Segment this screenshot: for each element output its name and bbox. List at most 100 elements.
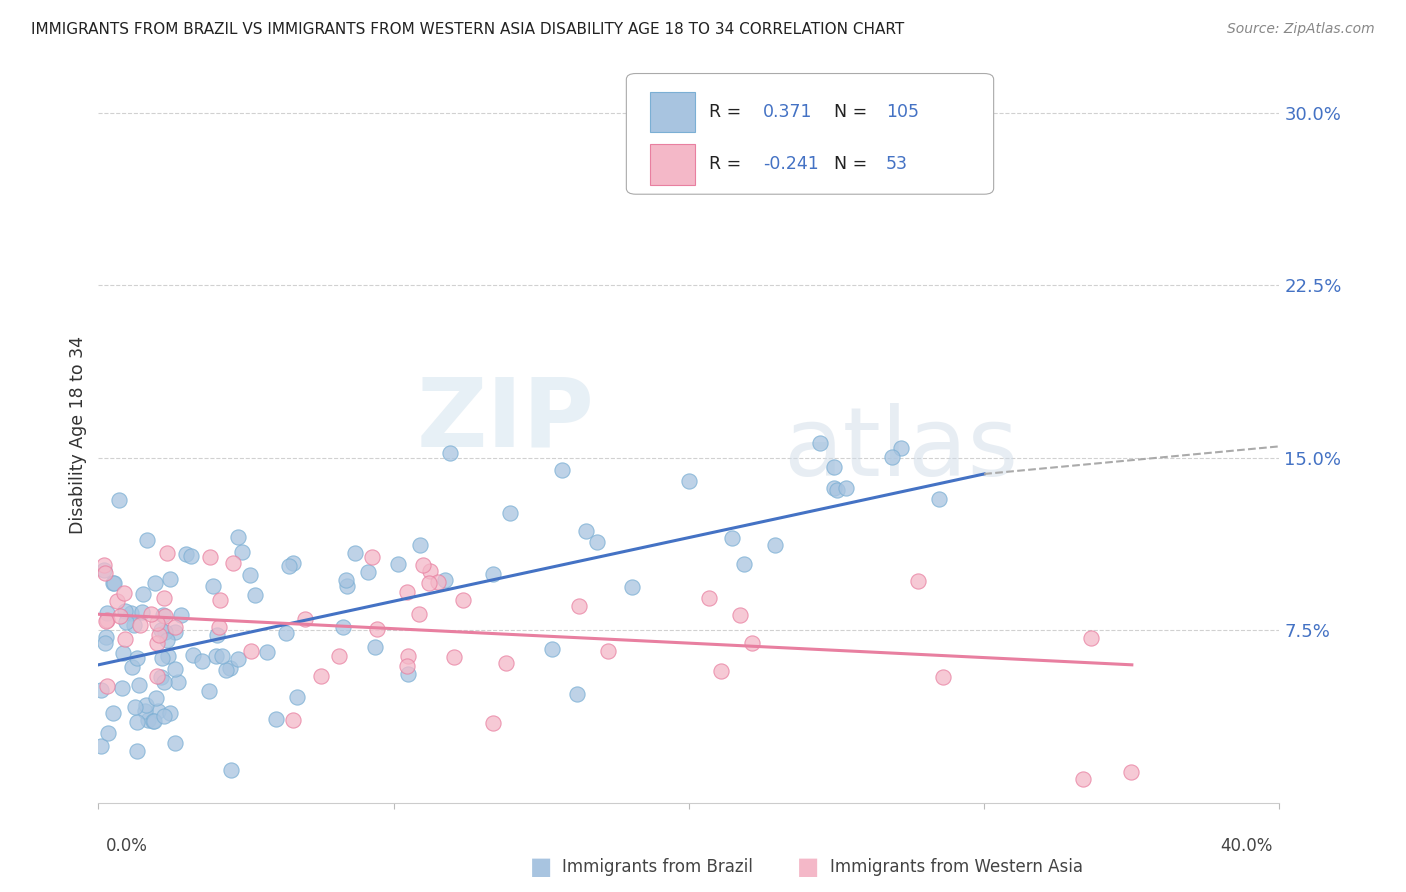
Point <box>882 450 904 464</box>
Point <box>357 565 380 579</box>
Point <box>142 714 165 728</box>
Point <box>125 650 148 665</box>
Point <box>551 463 574 477</box>
Point <box>112 646 135 660</box>
Point <box>823 481 845 495</box>
Point <box>96 613 118 627</box>
Point <box>697 591 720 606</box>
Point <box>108 609 131 624</box>
Point <box>159 706 181 720</box>
Point <box>156 633 179 648</box>
Point <box>139 607 162 621</box>
Point <box>336 579 359 593</box>
Point <box>96 679 118 693</box>
Point <box>710 665 733 679</box>
Point <box>1080 631 1102 645</box>
Point <box>932 670 955 684</box>
Point <box>1071 772 1094 786</box>
Point <box>114 604 136 618</box>
Text: Source: ZipAtlas.com: Source: ZipAtlas.com <box>1227 22 1375 37</box>
Point <box>125 714 148 729</box>
Text: R =: R = <box>709 103 747 121</box>
Point <box>256 644 278 658</box>
Point <box>181 648 204 663</box>
Text: 0.0%: 0.0% <box>105 837 148 855</box>
Point <box>157 648 180 663</box>
Point <box>890 441 912 455</box>
Point <box>728 608 751 623</box>
Point <box>205 628 228 642</box>
Point <box>180 549 202 564</box>
Point <box>122 618 145 632</box>
Point <box>90 683 112 698</box>
Text: -0.241: -0.241 <box>763 155 820 173</box>
FancyBboxPatch shape <box>650 145 695 185</box>
Point <box>239 644 262 658</box>
Point <box>343 546 366 560</box>
Point <box>124 700 146 714</box>
Point <box>439 446 461 460</box>
Point <box>294 612 316 626</box>
Point <box>277 558 299 573</box>
Point <box>807 163 830 178</box>
Point <box>1121 765 1143 780</box>
Point <box>226 530 249 544</box>
Point <box>155 625 177 640</box>
Text: N =: N = <box>834 155 873 173</box>
Point <box>165 736 187 750</box>
Point <box>148 628 170 642</box>
Point <box>167 675 190 690</box>
Point <box>96 606 118 620</box>
Point <box>146 669 169 683</box>
Point <box>165 620 187 634</box>
Point <box>108 492 131 507</box>
Point <box>364 640 387 654</box>
Point <box>205 648 228 663</box>
Point <box>134 705 156 719</box>
Point <box>174 547 197 561</box>
Point <box>103 575 125 590</box>
Point <box>721 531 744 545</box>
Point <box>128 678 150 692</box>
Point <box>114 632 136 647</box>
Point <box>159 572 181 586</box>
Point <box>285 690 308 704</box>
Point <box>396 666 419 681</box>
Point <box>201 579 224 593</box>
Point <box>678 475 700 489</box>
Point <box>127 744 149 758</box>
Point <box>149 670 172 684</box>
Point <box>575 524 598 538</box>
Point <box>111 681 134 695</box>
Point <box>835 481 858 495</box>
Point <box>228 652 250 666</box>
Point <box>810 435 832 450</box>
Point <box>243 588 266 602</box>
Point <box>565 687 588 701</box>
Point <box>481 566 503 581</box>
Point <box>198 683 221 698</box>
Text: R =: R = <box>709 155 747 173</box>
Point <box>741 636 763 650</box>
Point <box>239 568 262 582</box>
Point <box>482 715 505 730</box>
Text: IMMIGRANTS FROM BRAZIL VS IMMIGRANTS FROM WESTERN ASIA DISABILITY AGE 18 TO 34 C: IMMIGRANTS FROM BRAZIL VS IMMIGRANTS FRO… <box>31 22 904 37</box>
Point <box>928 492 950 507</box>
Text: 53: 53 <box>886 155 908 173</box>
Point <box>153 591 176 606</box>
Text: atlas: atlas <box>783 403 1018 496</box>
Point <box>112 586 135 600</box>
Point <box>823 459 845 474</box>
Point <box>103 706 125 721</box>
Point <box>115 615 138 630</box>
Point <box>215 663 238 677</box>
Point <box>541 641 564 656</box>
Point <box>146 704 169 718</box>
FancyBboxPatch shape <box>626 73 994 194</box>
Point <box>211 648 233 663</box>
Point <box>169 608 191 623</box>
Point <box>136 713 159 727</box>
Point <box>163 662 186 676</box>
Point <box>498 507 520 521</box>
Point <box>149 623 172 637</box>
